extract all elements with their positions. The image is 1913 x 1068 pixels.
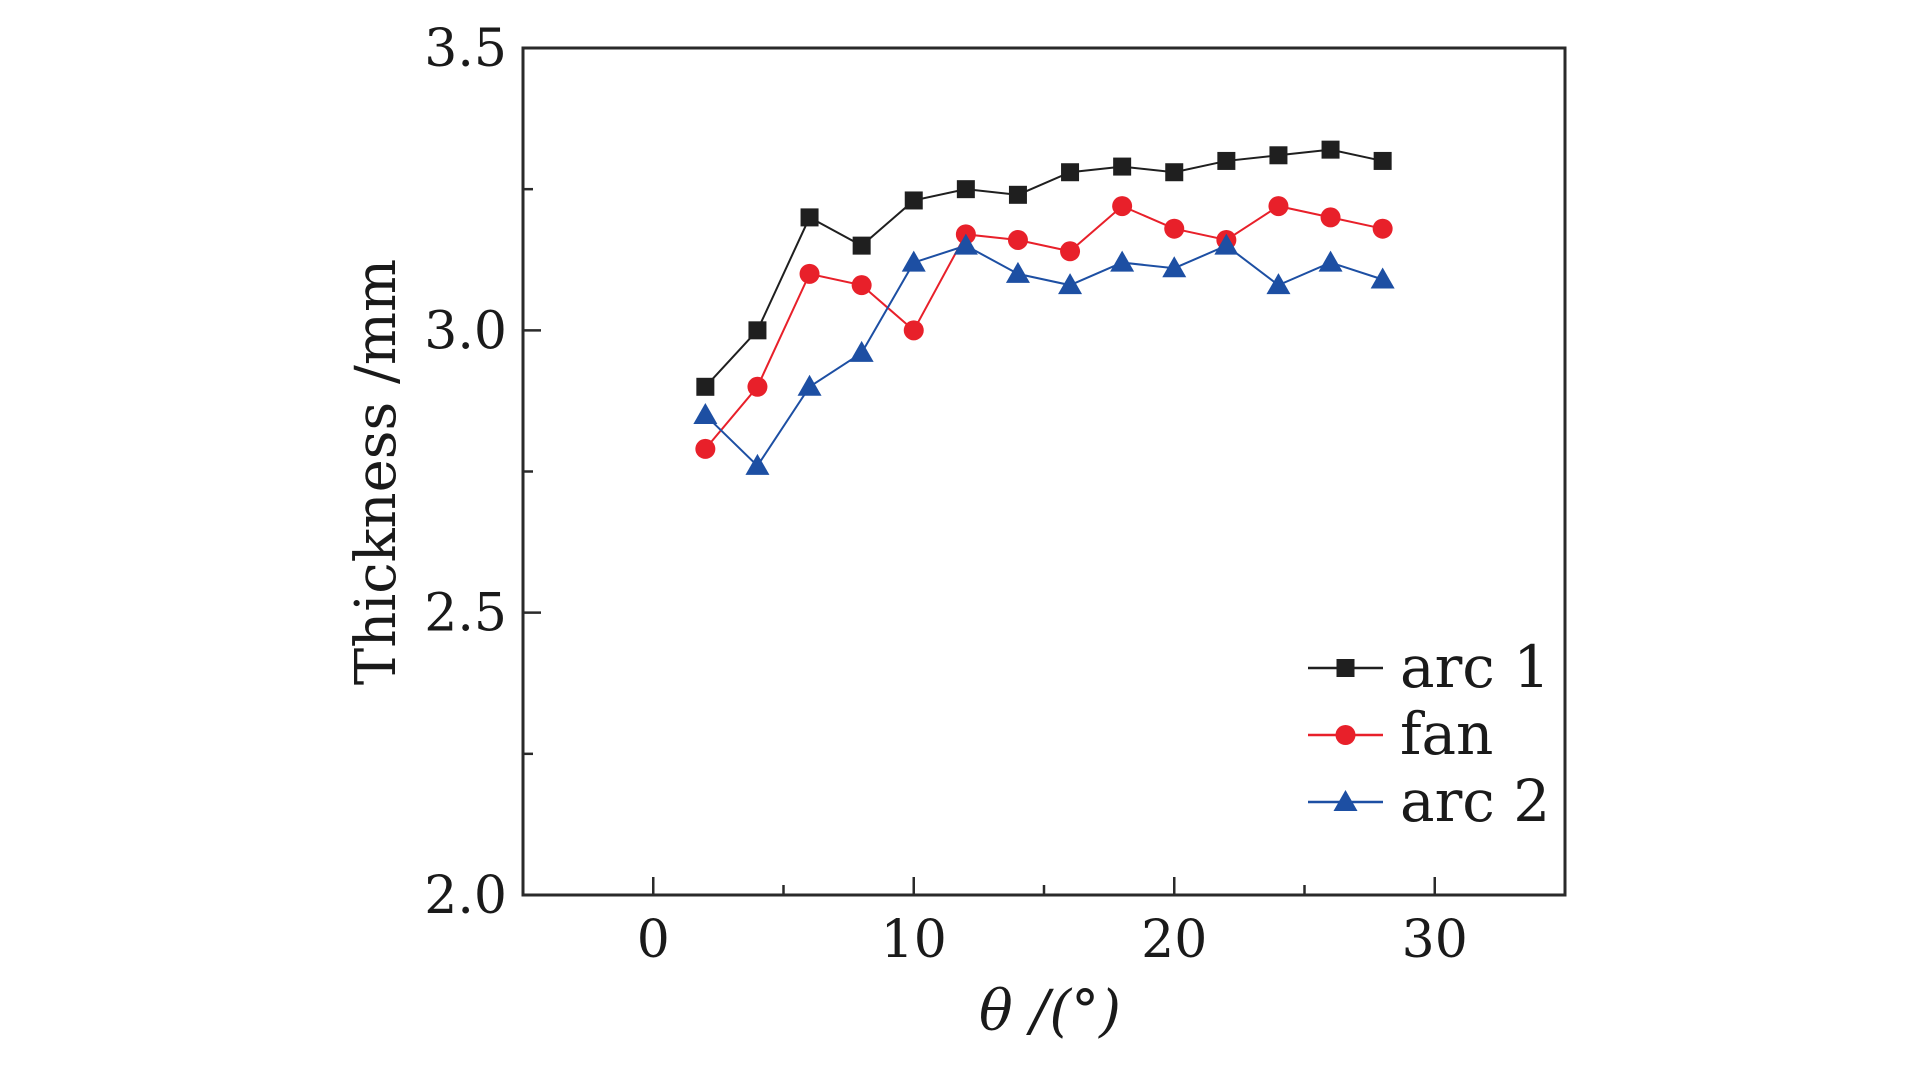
data-point xyxy=(1372,218,1393,239)
legend-item-fan: fan xyxy=(1308,700,1493,768)
data-point xyxy=(1320,207,1341,228)
data-point xyxy=(904,191,923,210)
y-axis-title: Thickness /mm xyxy=(344,259,409,685)
data-point xyxy=(1217,151,1236,170)
data-point xyxy=(799,263,820,284)
x-tick-label: 30 xyxy=(1402,910,1468,970)
data-point xyxy=(1268,196,1289,217)
legend-marker xyxy=(1335,725,1356,745)
data-point xyxy=(1005,261,1030,283)
data-point xyxy=(1165,163,1184,182)
data-point xyxy=(1110,250,1135,272)
data-point xyxy=(696,377,715,396)
data-point xyxy=(1373,151,1392,170)
data-point xyxy=(747,376,768,397)
data-point xyxy=(745,453,770,475)
data-point xyxy=(1318,250,1343,272)
data-point xyxy=(901,250,926,272)
data-point xyxy=(849,340,874,362)
data-point xyxy=(1214,233,1239,255)
data-point xyxy=(748,321,767,340)
y-tick-label: 3.5 xyxy=(424,19,507,79)
y-tick-label: 2.5 xyxy=(424,584,507,644)
y-tick-label: 2.0 xyxy=(424,866,507,926)
series-fan xyxy=(695,196,1393,459)
legend-label: arc 2 xyxy=(1400,767,1550,835)
data-point xyxy=(1113,157,1132,176)
data-point xyxy=(851,275,872,296)
data-point xyxy=(953,233,978,255)
data-point xyxy=(1370,267,1395,289)
y-tick-label: 3.0 xyxy=(424,301,507,361)
data-point xyxy=(1164,218,1185,239)
data-point xyxy=(1058,273,1083,295)
series-line xyxy=(704,204,1383,450)
data-point xyxy=(1007,229,1028,250)
x-axis-title: θ /(°) xyxy=(979,979,1121,1044)
legend-label: arc 1 xyxy=(1400,633,1550,701)
data-point xyxy=(956,180,975,199)
data-point xyxy=(1061,163,1080,182)
data-point xyxy=(1060,241,1081,262)
data-point xyxy=(1266,273,1291,295)
data-point xyxy=(695,438,716,459)
legend-marker xyxy=(1333,790,1358,811)
x-tick-label: 10 xyxy=(881,910,947,970)
data-point xyxy=(852,236,871,255)
series-arc-2 xyxy=(693,233,1395,475)
data-point xyxy=(1008,185,1027,204)
data-point xyxy=(1321,140,1340,159)
legend-marker xyxy=(1336,659,1355,677)
data-point xyxy=(1269,146,1288,165)
legend-item-arc-1: arc 1 xyxy=(1308,633,1550,701)
series-line xyxy=(704,244,1383,468)
legend-label: fan xyxy=(1400,700,1493,768)
data-point xyxy=(797,374,822,396)
data-point xyxy=(1162,256,1187,278)
data-point xyxy=(693,403,718,425)
data-point xyxy=(800,208,819,227)
x-tick-label: 0 xyxy=(637,910,670,970)
data-point xyxy=(903,320,924,341)
series-arc-1 xyxy=(696,140,1392,396)
x-tick-label: 20 xyxy=(1141,910,1207,970)
legend-item-arc-2: arc 2 xyxy=(1308,767,1550,835)
data-point xyxy=(1112,196,1133,217)
